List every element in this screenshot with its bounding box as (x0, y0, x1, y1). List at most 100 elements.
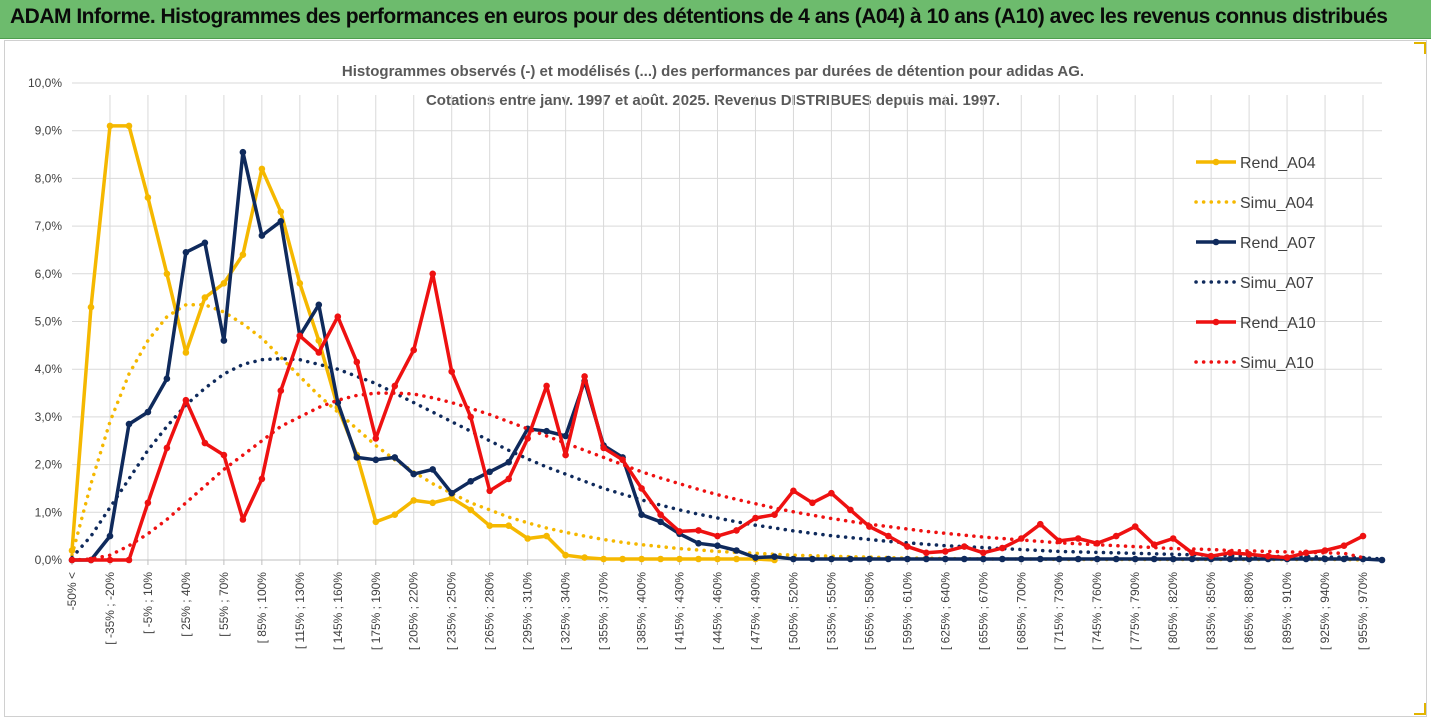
series-rend-a10-point (904, 543, 911, 550)
series-rend-a07-point (201, 239, 209, 247)
series-rend-a10-point (885, 532, 892, 540)
series-rend-a10-point (239, 516, 247, 523)
series-rend-a04-point (505, 522, 512, 529)
series-rend-a07-point (695, 540, 702, 547)
series-rend-a07-point (1112, 555, 1120, 563)
series-rend-a10-point (733, 527, 740, 534)
series-rend-a07-point (752, 554, 759, 561)
series-rend-a04-point (144, 194, 152, 201)
series-rend-a04-point (638, 555, 645, 563)
series-rend-a10-point (220, 451, 228, 459)
series-rend-a07-point (714, 542, 721, 549)
series-rend-a10-point (543, 382, 550, 390)
series-rend-a10-point (467, 413, 475, 421)
series-rend-a04-point (391, 511, 399, 518)
y-tick-label: 5,0% (35, 315, 63, 329)
series-rend-a10-point (1169, 535, 1177, 542)
legend-label-simu-a10: Simu_A10 (1240, 355, 1314, 372)
series-simu-a07-line (70, 356, 1384, 561)
series-rend-a10-point (125, 556, 133, 564)
x-tick-label: [ 85% ; 100% (255, 572, 269, 644)
series-rend-a04-point (600, 555, 607, 563)
x-tick-label: [ -35% ; -20% (103, 572, 117, 645)
series-rend-a07-point (904, 555, 911, 563)
series-simu-a10-line (70, 391, 1365, 562)
series-rend-a07-point (543, 427, 550, 435)
x-tick-label: [ 595% ; 610% (900, 572, 914, 650)
series-rend-a07-point (1074, 555, 1082, 563)
legend-label-simu-a04: Simu_A04 (1240, 195, 1314, 212)
series-rend-a10-point (391, 382, 399, 390)
series-rend-a10-point (87, 556, 95, 564)
x-tick-label: [ -5% ; 10% (141, 572, 155, 634)
series-rend-a07-point (410, 470, 418, 478)
series-rend-a10-point (1037, 520, 1044, 528)
x-tick-label: [ 265% ; 280% (483, 572, 497, 650)
series-rend-a10-point (182, 396, 190, 404)
series-rend-a07-point (448, 489, 456, 497)
series-rend-a10-point (258, 475, 266, 483)
series-rend-a10-point (1283, 554, 1291, 561)
series-rend-a10-point (1074, 535, 1082, 542)
series-rend-a10-point (524, 435, 531, 442)
series-rend-a10-point (448, 368, 456, 375)
x-tick-label: [ 25% ; 40% (179, 572, 193, 637)
x-tick-label: [ 685% ; 700% (1014, 572, 1028, 650)
chart-title-line-2: Cotations entre janv. 1997 et août. 2025… (426, 92, 1000, 109)
series-rend-a07-point (923, 555, 930, 563)
series-rend-a10-point (1112, 532, 1120, 540)
series-rend-a04-point (277, 208, 285, 216)
series-rend-a07-point (1378, 556, 1386, 564)
x-tick-label: [ 505% ; 520% (786, 572, 800, 650)
series-rend-a10-point (695, 527, 702, 534)
x-tick-label: [ 895% ; 910% (1280, 572, 1294, 650)
series-rend-a04-point (410, 497, 418, 504)
series-rend-a07-point (733, 547, 740, 554)
series-simu-a04-line (70, 303, 1365, 562)
series-rend-a07-point (866, 555, 873, 563)
series-rend-a10-point (714, 532, 721, 540)
x-tick-label: [ 865% ; 880% (1242, 572, 1256, 650)
series-rend-a07-point (1226, 555, 1234, 563)
series-rend-a07-point (1188, 555, 1196, 563)
series-rend-a04-point (543, 532, 550, 540)
series-rend-a04-point (201, 294, 209, 301)
series-rend-a10-point (923, 549, 930, 557)
series-rend-a10-point (486, 487, 494, 495)
series-rend-a10-point (372, 435, 380, 442)
legend-marker-rend-a10 (1212, 318, 1220, 326)
x-tick-label: [ 415% ; 430% (673, 572, 687, 650)
series-rend-a04-point (372, 518, 380, 526)
series-rend-a04-point (315, 337, 323, 344)
x-tick-label: [ 955% ; 970% (1356, 572, 1370, 650)
y-tick-label: 7,0% (35, 219, 63, 233)
series-rend-a10-point (1340, 542, 1348, 549)
series-rend-a10-point (942, 548, 949, 555)
series-rend-a07-point (980, 555, 987, 563)
series-rend-a10-point (790, 487, 797, 495)
series-rend-a10-point (562, 451, 569, 459)
series-rend-a10-point (809, 499, 816, 507)
frame-corner-marker (1414, 703, 1426, 715)
x-tick-label: [ 55% ; 70% (217, 572, 231, 637)
series-rend-a10-point (144, 499, 152, 507)
y-tick-label: 10,0% (28, 76, 62, 90)
y-tick-label: 4,0% (35, 362, 63, 376)
series-rend-a07-point (258, 232, 266, 239)
frame-corner-marker (1414, 42, 1426, 54)
series-rend-a07-point (828, 555, 835, 563)
series-rend-a04-point (676, 555, 683, 563)
series-rend-a04-point (239, 251, 247, 258)
series-rend-a07-line (72, 150, 1383, 562)
series-rend-a07-point (106, 532, 114, 540)
series-rend-a10-point (201, 439, 209, 447)
series-rend-a07-point (353, 454, 361, 461)
x-tick-label: [ 565% ; 580% (862, 572, 876, 650)
series-rend-a07-point (942, 555, 949, 563)
x-tick-label: [ 625% ; 640% (938, 572, 952, 650)
y-tick-label: 8,0% (35, 171, 63, 185)
series-rend-a04-point (258, 165, 266, 173)
series-rend-a04-point (182, 349, 190, 356)
series-rend-a04-point (581, 554, 588, 561)
